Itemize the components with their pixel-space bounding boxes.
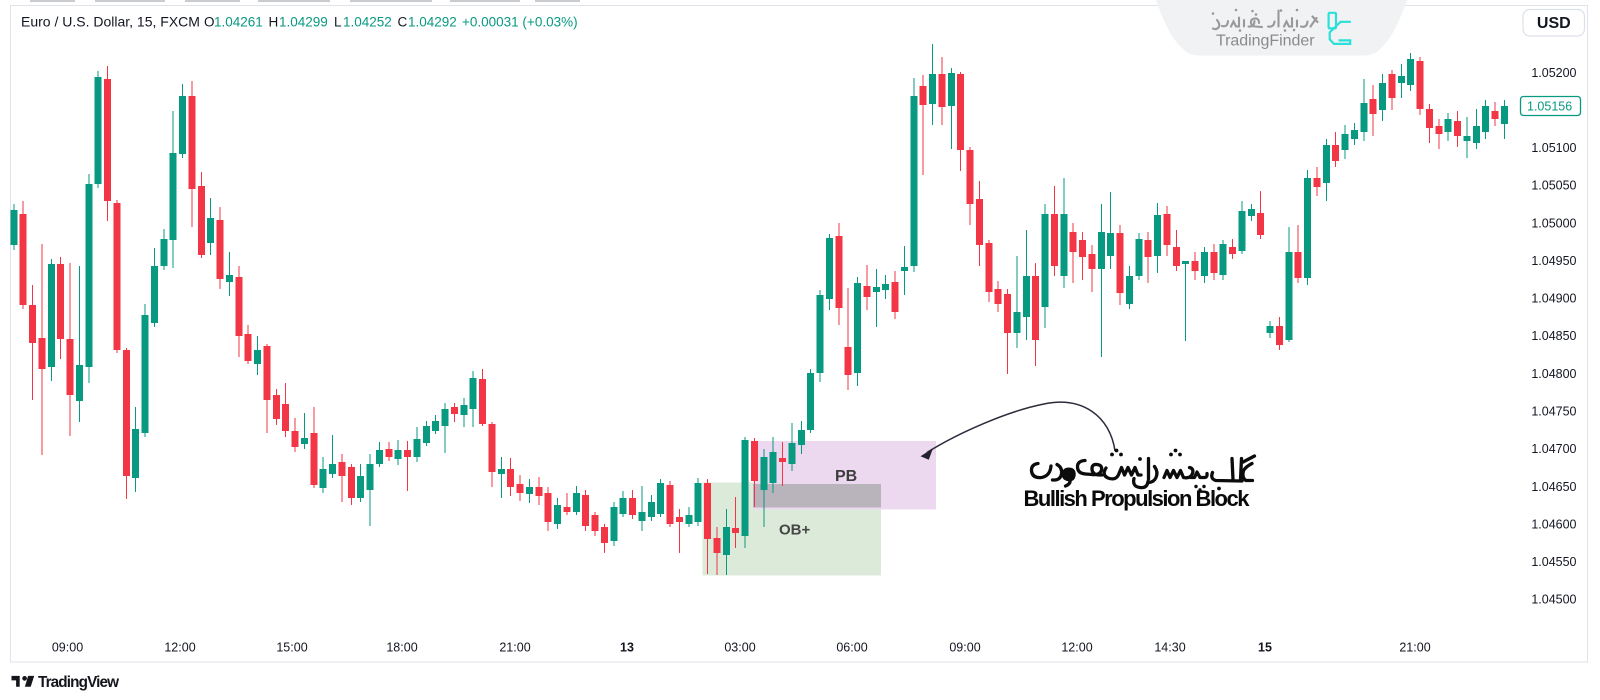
- svg-text:15:00: 15:00: [276, 641, 307, 655]
- svg-text:06:00: 06:00: [836, 641, 867, 655]
- svg-text:1.05200: 1.05200: [1531, 66, 1576, 80]
- svg-text:14:30: 14:30: [1154, 641, 1185, 655]
- svg-text:1.05000: 1.05000: [1531, 216, 1576, 230]
- svg-text:+0.00031 (+0.03%): +0.00031 (+0.03%): [462, 15, 578, 30]
- svg-text:1.04261: 1.04261: [214, 15, 263, 30]
- svg-text:1.04299: 1.04299: [279, 15, 328, 30]
- svg-text:USD: USD: [1537, 15, 1571, 32]
- svg-text:TradingView: TradingView: [38, 674, 119, 691]
- svg-text:1.04700: 1.04700: [1531, 442, 1576, 456]
- svg-text:C: C: [398, 15, 408, 30]
- svg-text:12:00: 12:00: [164, 641, 195, 655]
- svg-text:13: 13: [620, 641, 634, 655]
- svg-text:1.04650: 1.04650: [1531, 480, 1576, 494]
- svg-text:PB: PB: [835, 468, 857, 485]
- svg-text:1.04850: 1.04850: [1531, 329, 1576, 343]
- svg-text:1.04800: 1.04800: [1531, 367, 1576, 381]
- svg-text:12:00: 12:00: [1061, 641, 1092, 655]
- svg-text:21:00: 21:00: [499, 641, 530, 655]
- svg-text:1.05156: 1.05156: [1527, 99, 1572, 113]
- svg-text:Euro / U.S. Dollar, 15, FXCM: Euro / U.S. Dollar, 15, FXCM: [21, 14, 200, 30]
- svg-text:15: 15: [1258, 641, 1272, 655]
- svg-text:1.04550: 1.04550: [1531, 555, 1576, 569]
- svg-text:TradingFinder: TradingFinder: [1216, 33, 1315, 50]
- svg-text:21:00: 21:00: [1399, 641, 1430, 655]
- svg-text:Bullish Propulsion Block: Bullish Propulsion Block: [1024, 486, 1251, 511]
- svg-text:1.04900: 1.04900: [1531, 292, 1576, 306]
- svg-text:09:00: 09:00: [949, 641, 980, 655]
- svg-text:1.04500: 1.04500: [1531, 593, 1576, 607]
- svg-text:1.04292: 1.04292: [408, 15, 457, 30]
- svg-text:1.04950: 1.04950: [1531, 254, 1576, 268]
- svg-text:1.05050: 1.05050: [1531, 179, 1576, 193]
- svg-text:O: O: [204, 15, 215, 30]
- svg-text:H: H: [269, 15, 279, 30]
- svg-text:OB+: OB+: [779, 522, 811, 539]
- svg-text:18:00: 18:00: [386, 641, 417, 655]
- svg-text:09:00: 09:00: [52, 641, 83, 655]
- svg-text:1.04600: 1.04600: [1531, 517, 1576, 531]
- svg-text:1.04252: 1.04252: [343, 15, 392, 30]
- svg-text:1.05100: 1.05100: [1531, 141, 1576, 155]
- svg-text:1.04750: 1.04750: [1531, 405, 1576, 419]
- svg-text:L: L: [334, 15, 342, 30]
- svg-text:03:00: 03:00: [724, 641, 755, 655]
